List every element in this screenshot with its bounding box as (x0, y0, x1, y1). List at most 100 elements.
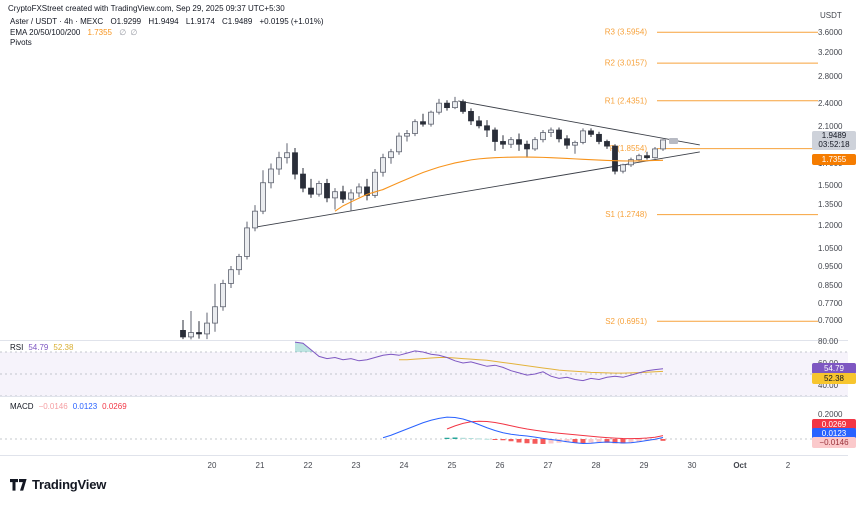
last-price-value: 1.9489 (821, 131, 847, 140)
candle (300, 173, 306, 189)
candle (372, 171, 378, 196)
candle (652, 148, 658, 159)
candle (492, 129, 498, 142)
candle (188, 332, 194, 338)
time-tick-label: 27 (543, 461, 553, 470)
price-tick-label: 3.2000 (818, 48, 843, 58)
macd-histogram-bar (540, 439, 546, 444)
candle (468, 111, 474, 122)
rsi-ma-line (399, 357, 664, 374)
rsi-tick-label: 80.00 (818, 336, 839, 346)
legend-symbol-row[interactable]: Aster / USDT · 4h · MEXC O1.9299 H1.9494… (10, 17, 329, 28)
candle (508, 139, 514, 145)
candle (180, 330, 186, 338)
rsi-indicator-label[interactable]: RSI (10, 343, 24, 352)
candle (660, 139, 666, 150)
macd-signal-line (446, 420, 664, 440)
macd-hist-axis-label: −0.0146 (812, 437, 856, 448)
time-tick-label: 23 (351, 461, 361, 470)
macd-histogram-bar (596, 439, 602, 443)
price-tick-label: 1.3500 (818, 200, 843, 210)
trendline-upper[interactable] (458, 100, 700, 146)
time-tick-label: 25 (447, 461, 457, 470)
candle (644, 155, 650, 159)
price-tick-label: 1.0500 (818, 244, 843, 254)
candle (484, 125, 490, 131)
macd-signal-value: 0.0269 (102, 402, 127, 411)
time-tick-label: 20 (207, 461, 217, 470)
pivots-indicator-label[interactable]: Pivots (10, 38, 32, 47)
candle (580, 130, 586, 143)
macd-histogram-bar (548, 439, 554, 444)
candle (324, 183, 330, 199)
ohlc-change: +0.0195 (+1.01%) (259, 17, 324, 26)
candle (356, 186, 362, 194)
bar-countdown: 03:52:18 (818, 139, 850, 149)
macd-histogram-bar (612, 439, 618, 444)
price-tick-label: 0.8500 (818, 281, 843, 291)
rsi-ma-value: 52.38 (53, 343, 74, 352)
candle (308, 187, 314, 195)
rsi-legend[interactable]: RSI 54.79 52.38 (10, 343, 73, 352)
candle (636, 155, 642, 161)
pane-separator-main-rsi[interactable] (0, 340, 848, 341)
ema-empty-2: ∅ (130, 27, 138, 37)
candle (620, 164, 626, 172)
macd-histogram-bar (572, 439, 578, 443)
candle (588, 130, 594, 135)
ema-indicator-label[interactable]: EMA 20/50/100/200 (10, 27, 81, 37)
ema-value: 1.7355 (87, 27, 112, 37)
candle (332, 191, 338, 199)
chart-legend[interactable]: Aster / USDT · 4h · MEXC O1.9299 H1.9494… (10, 17, 329, 49)
time-tick-label: 22 (303, 461, 313, 470)
candle (220, 283, 226, 308)
candle (252, 210, 258, 229)
candle (460, 101, 466, 112)
pivot-label-P: P (1.8554) (610, 144, 648, 153)
candle (196, 332, 202, 335)
candle (548, 129, 554, 133)
candle (204, 322, 210, 335)
macd-histogram-bar (444, 437, 450, 439)
time-tick-label: 21 (255, 461, 265, 470)
legend-pivots-row[interactable]: Pivots (10, 38, 329, 49)
candle (444, 102, 450, 109)
price-tick-label: 3.6000 (818, 27, 843, 37)
macd-legend[interactable]: MACD −0.0146 0.0123 0.0269 (10, 402, 127, 411)
macd-histogram-bar (484, 438, 490, 440)
macd-histogram-bar (580, 439, 586, 444)
price-tick-label: 1.2000 (818, 220, 843, 230)
legend-ema-row[interactable]: EMA 20/50/100/200 1.7355 ∅ ∅ (10, 28, 329, 39)
macd-histogram-bar (620, 439, 626, 444)
macd-indicator-label[interactable]: MACD (10, 402, 34, 411)
rsi-line (294, 341, 664, 382)
macd-histogram-bar (644, 439, 650, 441)
macd-histogram-bar (604, 439, 610, 443)
candle (212, 306, 218, 324)
macd-histogram-bar (524, 439, 530, 444)
candle (532, 139, 538, 150)
ohlc-open: O1.9299 (110, 17, 142, 26)
candle (628, 159, 634, 166)
symbol-title[interactable]: Aster / USDT · 4h · MEXC (10, 17, 104, 26)
time-tick-label: 29 (639, 461, 649, 470)
macd-histogram-bar (468, 438, 474, 439)
pane-separator-rsi-macd[interactable] (0, 396, 848, 397)
candle (428, 111, 434, 125)
candle (540, 132, 546, 141)
candle (412, 121, 418, 134)
candle (316, 183, 322, 195)
attribution-text: CryptoFXStreet created with TradingView.… (8, 4, 285, 13)
rsi-tick-label: 40.00 (818, 380, 839, 390)
candle (404, 133, 410, 137)
pivot-label-R1: R1 (2.4351) (605, 96, 648, 105)
candle (564, 138, 570, 146)
price-tick-label: 0.9500 (818, 261, 843, 271)
candle (228, 269, 234, 284)
pivot-label-S2: S2 (0.6951) (605, 317, 647, 326)
last-bar-marker (669, 138, 678, 144)
tradingview-logo[interactable]: TradingView (10, 477, 106, 492)
price-tick-label: 2.4000 (818, 98, 843, 108)
